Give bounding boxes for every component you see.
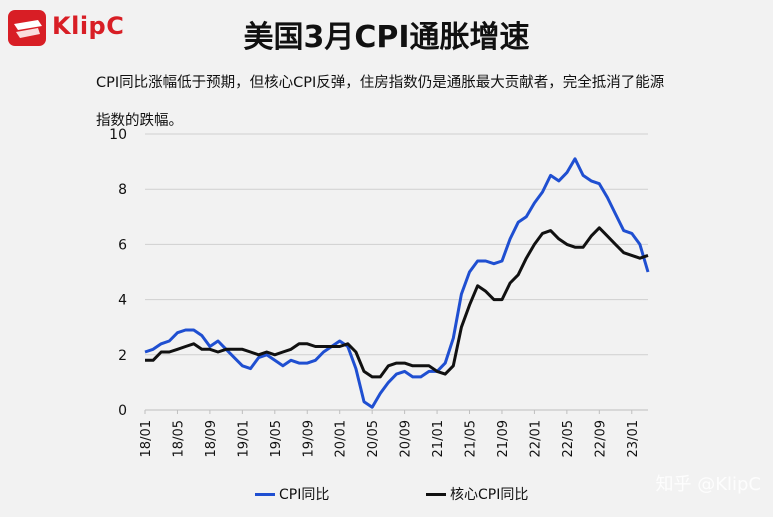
- y-tick-label: 0: [118, 403, 127, 419]
- x-tick-label: 21/01: [431, 420, 446, 457]
- legend-swatch-core-cpi: [426, 492, 446, 496]
- x-tick-label: 20/05: [366, 420, 381, 457]
- legend-item-core-cpi: 核心CPI同比: [426, 484, 528, 504]
- x-tick-label: 20/09: [399, 420, 414, 457]
- x-tick-label: 18/05: [171, 420, 186, 457]
- legend-label-core-cpi: 核心CPI同比: [450, 487, 529, 503]
- x-tick-label: 18/09: [204, 420, 219, 457]
- x-tick-label: 23/01: [626, 420, 641, 457]
- x-tick-label: 20/01: [334, 420, 349, 457]
- y-tick-label: 2: [118, 348, 127, 364]
- x-tick-label: 19/09: [301, 420, 316, 457]
- x-tick-label: 22/05: [561, 420, 576, 457]
- x-tick-label: 21/05: [464, 420, 479, 457]
- klipc-logo: KlipC: [8, 10, 128, 46]
- logo-badge-icon: [8, 10, 46, 46]
- series-line-cpi: [144, 157, 650, 409]
- logo-text: KlipC: [52, 12, 125, 40]
- y-tick-label: 4: [118, 293, 127, 309]
- chart-title: 美国3月CPI通胀增速: [243, 20, 530, 55]
- x-tick-label: 22/01: [528, 420, 543, 457]
- x-tick-label: 19/05: [269, 420, 284, 457]
- legend-item-cpi: CPI同比: [255, 484, 329, 504]
- watermark: 知乎 @KlipC: [655, 474, 761, 495]
- legend-label-cpi: CPI同比: [279, 487, 330, 503]
- x-tick-label: 21/09: [496, 420, 511, 457]
- chart-subtitle: CPI同比涨幅低于预期，但核心CPI反弹，住房指数仍是通胀最大贡献者，完全抵消了…: [96, 75, 665, 129]
- legend-swatch-cpi: [255, 492, 275, 496]
- x-tick-label: 19/01: [236, 420, 251, 457]
- x-tick-label: 22/09: [593, 420, 608, 457]
- x-tick-label: 18/01: [139, 420, 154, 457]
- y-tick-label: 10: [109, 127, 127, 143]
- y-tick-label: 8: [118, 182, 127, 198]
- y-tick-label: 6: [118, 237, 127, 253]
